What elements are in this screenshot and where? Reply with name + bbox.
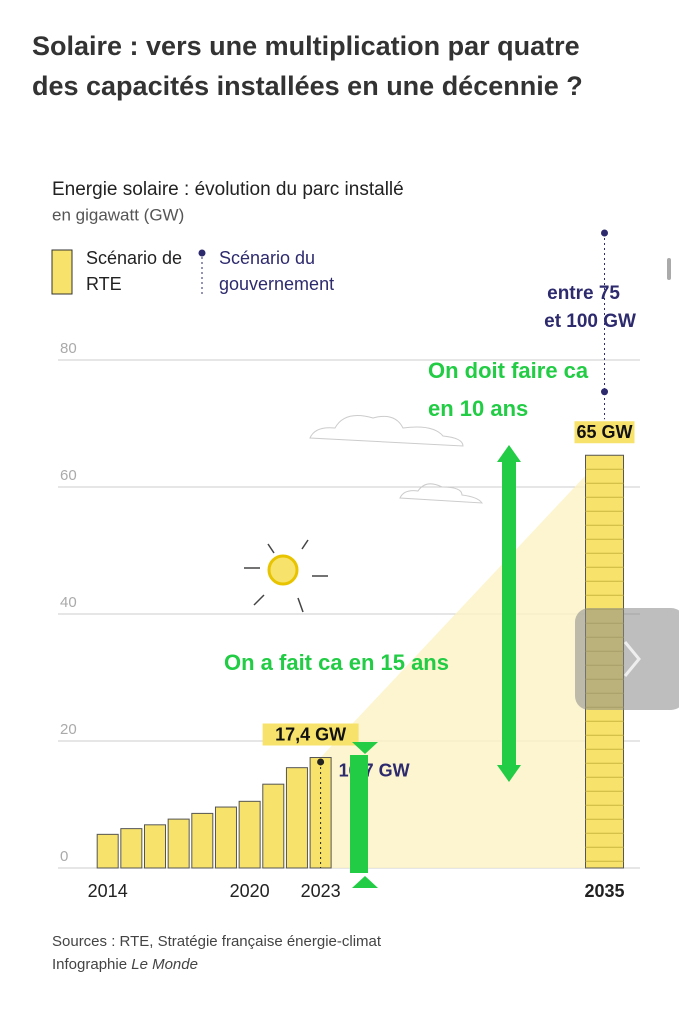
y-tick-label: 20 [60,721,77,738]
label-bg [574,421,635,444]
nav-chevron [623,641,641,677]
annotation: On a fait ca en 15 ans [224,650,449,675]
data-label: 65 GW [577,422,633,442]
chart-subtitle: Energie solaire : évolution du parc inst… [52,179,404,200]
credit-source: Le Monde [131,956,198,973]
sources: Sources : RTE, Stratégie française énerg… [52,933,382,950]
annotation: entre 75 [547,283,620,304]
legend-label: Scénario du gouvernement [219,248,335,294]
x-tick-label: 2035 [584,881,624,901]
x-tick-label: 2020 [230,881,270,901]
annotation-arrows [350,445,521,888]
credit: Infographie [52,956,127,973]
x-tick-label: 2014 [88,881,128,901]
bar [238,800,261,869]
gov-point [601,229,609,237]
y-tick-label: 80 [60,340,77,357]
label-bg [262,723,359,746]
x-tick-label: 2023 [301,881,341,901]
data-label: 17,4 GW [275,724,346,744]
y-tick-label: 60 [60,467,77,484]
annotation: On doit faire ca [428,358,589,383]
bar [214,806,237,869]
credit: Infographie Le Monde [52,956,198,973]
bar [167,818,190,869]
chart-title: Solaire : vers une multiplication par qu… [32,31,583,101]
bar [262,783,285,869]
legend-swatch [51,249,73,295]
bar [120,828,143,869]
illustration [244,415,483,613]
gov-point [601,388,609,396]
y-axis-label: en gigawatt (GW) [52,205,184,224]
annotation: en 10 ans [428,396,528,421]
scrollbar [667,258,671,280]
bar [144,824,166,869]
trend-area [320,455,605,868]
nav-overlay[interactable] [575,608,679,710]
gov-point [317,758,325,766]
bar [96,833,119,869]
bar [285,767,308,869]
annotation: et 100 GW [544,311,636,332]
legend-label: Scénario de RTE [86,248,183,294]
data-label: 16,7 GW [339,761,410,781]
bar [191,812,214,869]
y-tick-label: 0 [60,848,68,865]
y-tick-label: 40 [60,594,77,611]
legend-swatch [198,249,206,257]
